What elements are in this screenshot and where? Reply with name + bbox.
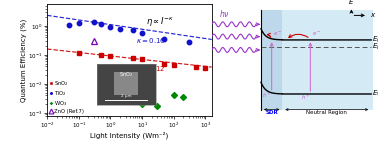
- Bar: [282, 10, 373, 110]
- Text: $\eta \propto I^{-\kappa}$: $\eta \propto I^{-\kappa}$: [146, 15, 174, 28]
- Text: Neutral Region: Neutral Region: [306, 109, 347, 114]
- Bar: [261, 10, 282, 110]
- Legend: SnO$_2$, TiO$_2$, WO$_3$, ZnO (Ref.7): SnO$_2$, TiO$_2$, WO$_3$, ZnO (Ref.7): [49, 78, 85, 114]
- Text: $e^-$: $e^-$: [312, 30, 321, 38]
- Text: $e^-$: $e^-$: [273, 30, 282, 38]
- Text: $h\nu$: $h\nu$: [219, 8, 230, 19]
- X-axis label: Light Intensity (Wm⁻²): Light Intensity (Wm⁻²): [90, 131, 169, 139]
- Y-axis label: Quantum Efficiency (%): Quantum Efficiency (%): [20, 18, 26, 102]
- Text: $E_V$: $E_V$: [372, 89, 378, 99]
- Text: $h^+$: $h^+$: [262, 91, 271, 100]
- Text: $h^+$: $h^+$: [301, 93, 310, 102]
- Text: $\kappa = 0.12$: $\kappa = 0.12$: [136, 64, 166, 73]
- Text: $x$: $x$: [370, 11, 376, 19]
- Text: SDR: SDR: [265, 109, 278, 114]
- Text: $E$: $E$: [348, 0, 355, 6]
- Text: $\kappa = 0.16$: $\kappa = 0.16$: [136, 36, 166, 45]
- Text: $E_F$: $E_F$: [372, 42, 378, 52]
- Text: $E_C$: $E_C$: [372, 35, 378, 45]
